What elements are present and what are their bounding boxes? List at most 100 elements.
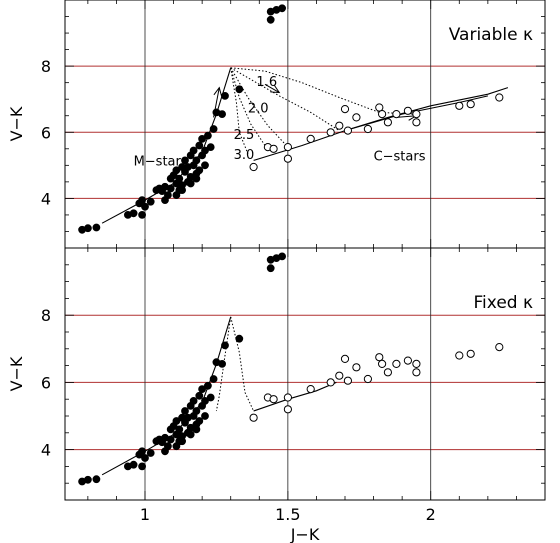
point-m-star (195, 141, 204, 150)
point-m-star (138, 211, 147, 219)
point-m-star (206, 393, 215, 402)
point-c-star (378, 110, 387, 119)
point-m-star (201, 146, 209, 155)
point-c-star (412, 368, 421, 377)
point-m-star (141, 454, 149, 462)
point-m-star (198, 385, 207, 394)
annotation-label: 2.0 (248, 101, 269, 116)
point-m-star (181, 407, 189, 415)
point-m-star (138, 447, 147, 456)
y-tick-label: 4 (41, 189, 51, 208)
point-c-star (269, 395, 278, 404)
point-c-star (335, 371, 344, 380)
point-m-star (278, 252, 287, 261)
point-m-star (221, 92, 229, 100)
point-c-star (466, 100, 475, 109)
point-c-star (403, 356, 412, 365)
point-m-star (181, 156, 189, 165)
point-m-star (278, 4, 287, 13)
point-m-star (189, 397, 198, 405)
x-tick-label: 1 (140, 505, 150, 524)
point-m-star (175, 425, 184, 434)
panel-label: Fixed κ (474, 293, 533, 313)
point-m-star (209, 125, 218, 133)
point-m-star (172, 166, 181, 175)
point-m-star (146, 449, 155, 457)
point-m-star (92, 475, 101, 484)
annotation-label: 2.5 (234, 128, 255, 143)
point-m-star (195, 166, 204, 175)
point-c-star (283, 154, 292, 163)
point-c-star (383, 368, 392, 377)
point-c-star (403, 106, 412, 115)
point-m-star (141, 202, 149, 211)
point-m-star (172, 417, 181, 425)
point-m-star (221, 341, 229, 350)
point-m-star (209, 375, 218, 383)
point-m-star (201, 161, 209, 170)
point-m-star (218, 360, 227, 368)
point-m-star (175, 174, 184, 183)
point-m-star (166, 184, 175, 193)
point-m-star (129, 209, 138, 218)
plot-frame (64, 247, 546, 501)
arrow-head (270, 84, 281, 94)
point-c-star (378, 359, 387, 368)
line-track-2.5 (230, 67, 266, 146)
point-m-star (92, 223, 101, 232)
panel-label: Variable κ (449, 25, 533, 45)
point-m-star (172, 191, 181, 200)
point-m-star (178, 186, 187, 195)
point-m-star (166, 435, 175, 444)
point-c-star (412, 359, 421, 368)
point-c-star (283, 393, 292, 402)
y-tick-label: 8 (41, 306, 51, 325)
line-track-fixed-1 (230, 316, 255, 412)
point-m-star (186, 179, 195, 188)
annotation-label: C−stars (374, 149, 426, 164)
point-m-star (201, 412, 209, 420)
y-tick-label: 6 (41, 123, 51, 142)
point-m-star (146, 197, 155, 206)
point-c-star (495, 343, 504, 352)
point-m-star (266, 15, 275, 24)
point-c-star (326, 128, 335, 137)
point-c-star (326, 378, 335, 387)
point-m-star (178, 437, 187, 446)
point-m-star (218, 110, 227, 118)
point-c-star (343, 376, 352, 385)
line-track-3.0 (230, 67, 249, 154)
point-m-star (235, 85, 244, 94)
point-m-star (195, 417, 204, 425)
point-m-star (195, 391, 204, 400)
point-m-star (172, 442, 181, 451)
point-m-star (189, 146, 198, 155)
panel-variable-kappa: 4 6 8 V−K Variable κ M−stars C−stars 1.6 2.0 2.5 3… (7, 0, 546, 249)
point-c-star (363, 374, 372, 384)
point-m-star (204, 381, 212, 390)
point-c-star (249, 162, 258, 172)
point-m-star (161, 196, 169, 205)
point-m-star (84, 224, 92, 233)
point-m-star (138, 196, 147, 205)
annotation-label: 1.6 (256, 75, 277, 90)
point-m-star (192, 407, 201, 415)
point-m-star (192, 425, 201, 434)
point-c-star (412, 118, 421, 127)
point-c-star (340, 105, 350, 114)
point-c-star (306, 134, 315, 143)
y-tick-label: 8 (41, 57, 51, 76)
arrow-shaft (264, 83, 280, 94)
point-m-star (84, 475, 92, 484)
point-c-star (283, 143, 292, 152)
point-c-star (455, 101, 464, 110)
y-axis-label: V−K (7, 356, 26, 391)
point-c-star (306, 385, 315, 394)
line-c-star-sequence (253, 87, 509, 161)
point-m-star (201, 397, 209, 405)
point-c-star (340, 354, 350, 363)
line-track-1.6 (230, 67, 340, 132)
point-c-star (249, 413, 258, 422)
point-c-star (375, 103, 384, 112)
